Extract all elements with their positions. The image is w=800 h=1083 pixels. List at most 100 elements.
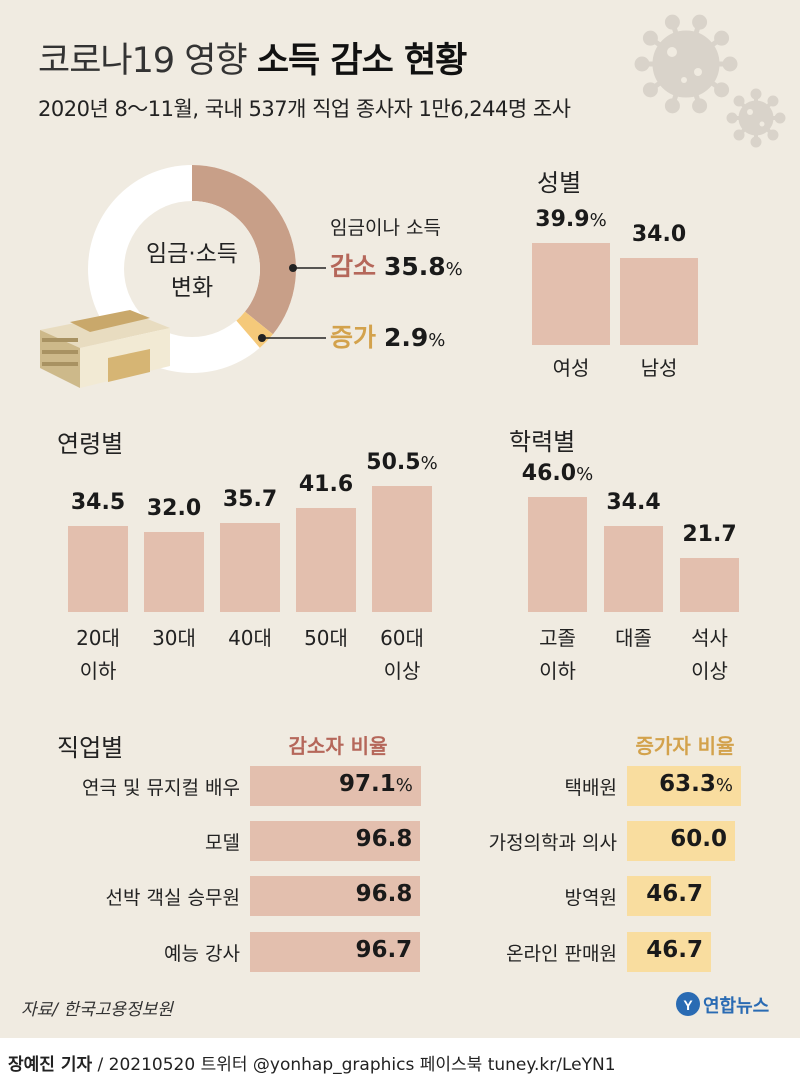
occ-inc-value-pct: % (715, 775, 733, 796)
age-bar-4 (372, 485, 432, 612)
decrease-pct: % (445, 259, 463, 280)
occ-inc-bar-1 (627, 821, 735, 861)
gender-label-1-line-0: 남성 (640, 356, 678, 380)
donut-title-line1: 임금·소득 (146, 241, 238, 267)
gender-label-1: 남성 (610, 352, 708, 385)
occupation-section-title: 직업별 (57, 734, 124, 762)
svg-text:Y: Y (683, 997, 693, 1013)
edu-label-0-line-0: 고졸 (539, 626, 576, 650)
yonhap-logo-text: 연합뉴스 (703, 996, 770, 1017)
occ-inc-value-1: 60.0 (670, 826, 727, 852)
age-bar-3 (296, 508, 356, 612)
gender-label-0: 여성 (522, 352, 620, 385)
age-value-1: 32.0 (146, 496, 202, 521)
age-label-4-line-1: 이상 (383, 659, 421, 683)
age-value-pct: % (420, 452, 438, 474)
leader-dot-increase (258, 334, 266, 342)
occ-inc-label-2: 방역원 (564, 887, 617, 909)
age-value-4: 50.5% (366, 449, 438, 475)
decrease-label: 감소 35.8% (330, 247, 463, 283)
footer-credit: 장예진 기자 / 20210520 트위터 @yonhap_graphics 페… (8, 1050, 616, 1075)
occ-inc-value-0: 63.3% (659, 771, 733, 797)
increase-label: 증가 2.9% (330, 318, 445, 354)
occ-inc-label-0: 택배원 (564, 777, 617, 799)
occ-dec-value-2: 96.8 (355, 881, 413, 907)
age-label-3: 50대 (286, 622, 366, 655)
gender-bar-0 (532, 243, 610, 345)
gender-value-pct: % (589, 210, 607, 232)
donut-hole (124, 201, 260, 337)
gender-value-0: 39.9% (535, 207, 607, 233)
edu-label-0-line-1: 이하 (539, 659, 576, 683)
occ-dec-label-1: 모델 (205, 832, 240, 854)
occ-inc-value-3: 46.7 (646, 937, 704, 963)
age-value-2: 35.7 (222, 486, 278, 512)
occ-inc-label-3: 온라인 판매원 (506, 943, 617, 965)
footer-background (0, 1038, 800, 1083)
occ-dec-label-3: 예능 강사 (164, 943, 240, 965)
occ-dec-bar-3 (250, 932, 421, 972)
edu-value-1: 34.4 (606, 490, 661, 515)
decrease-ratio-header: 감소자 비율 (288, 734, 388, 758)
edu-value-0: 46.0% (521, 461, 594, 486)
age-value-3: 41.6 (298, 472, 354, 497)
age-label-2: 40대 (210, 622, 290, 655)
age-label-2-line-0: 40대 (228, 626, 272, 650)
edu-label-2: 석사 이상 (670, 622, 749, 688)
edu-value-2: 21.7 (682, 521, 737, 547)
occ-dec-bar-2 (250, 876, 421, 916)
age-label-4-line-0: 60대 (380, 626, 424, 650)
page-subtitle: 2020년 8～11월, 국내 537개 직업 종사자 1만6,244명 조사 (38, 97, 571, 121)
occ-dec-label-0: 연극 및 뮤지컬 배우 (82, 777, 240, 799)
occ-inc-bar-2 (627, 876, 712, 916)
occ-inc-label-1: 가정의학과 의사 (488, 832, 617, 854)
age-bar-2 (220, 522, 280, 612)
increase-value: 2.9 (383, 323, 429, 352)
occ-dec-value-1: 96.8 (355, 826, 413, 852)
donut-slice-decrease (192, 165, 297, 335)
decrease-prefix: 임금이나 소득 (330, 217, 441, 239)
edu-bar-2 (680, 557, 739, 612)
footer-reporter: 장예진 기자 (8, 1055, 93, 1075)
occ-dec-bar-0 (250, 766, 421, 806)
gender-bar-1 (620, 258, 698, 345)
occ-dec-value-pct: % (395, 775, 413, 796)
decrease-label-text: 감소 (330, 252, 377, 281)
occ-dec-bar-1 (250, 821, 421, 861)
edu-bar-0 (528, 497, 587, 612)
increase-label-text: 증가 (330, 323, 377, 352)
occ-dec-value-0: 97.1% (339, 771, 413, 797)
increase-ratio-header: 증가자 비율 (635, 734, 735, 758)
donut-center-label: 임금·소득 변화 (126, 237, 258, 305)
age-label-0-line-0: 20대 (76, 626, 120, 650)
occ-dec-value-3: 96.7 (355, 937, 413, 963)
gender-label-0-line-0: 여성 (552, 356, 590, 380)
age-value-0: 34.5 (70, 489, 126, 515)
gender-section-title: 성별 (537, 169, 582, 197)
gender-value-1: 34.0 (631, 222, 687, 248)
edu-bar-1 (604, 526, 663, 612)
age-bar-1 (144, 532, 204, 612)
source-note: 자료/ 한국고용정보원 (21, 1000, 173, 1020)
age-label-3-line-0: 50대 (304, 626, 348, 650)
page-title: 코로나19 영향 소득 감소 현황 (38, 41, 467, 81)
education-section-title: 학력별 (509, 428, 576, 456)
occ-inc-bar-0 (627, 766, 741, 806)
age-bar-0 (68, 525, 128, 612)
footer-details: / 20210520 트위터 @yonhap_graphics 페이스북 tun… (92, 1055, 616, 1075)
age-label-0-line-1: 이하 (79, 659, 117, 683)
increase-pct: % (428, 330, 446, 351)
occ-dec-label-2: 선박 객실 승무원 (105, 887, 240, 909)
leader-dot-decrease (289, 264, 297, 272)
edu-value-pct: % (576, 464, 594, 485)
donut-title-line2: 변화 (170, 275, 214, 301)
edu-label-2-line-1: 이상 (691, 659, 728, 683)
occ-inc-value-2: 46.7 (646, 881, 704, 907)
age-section-title: 연령별 (57, 430, 124, 458)
